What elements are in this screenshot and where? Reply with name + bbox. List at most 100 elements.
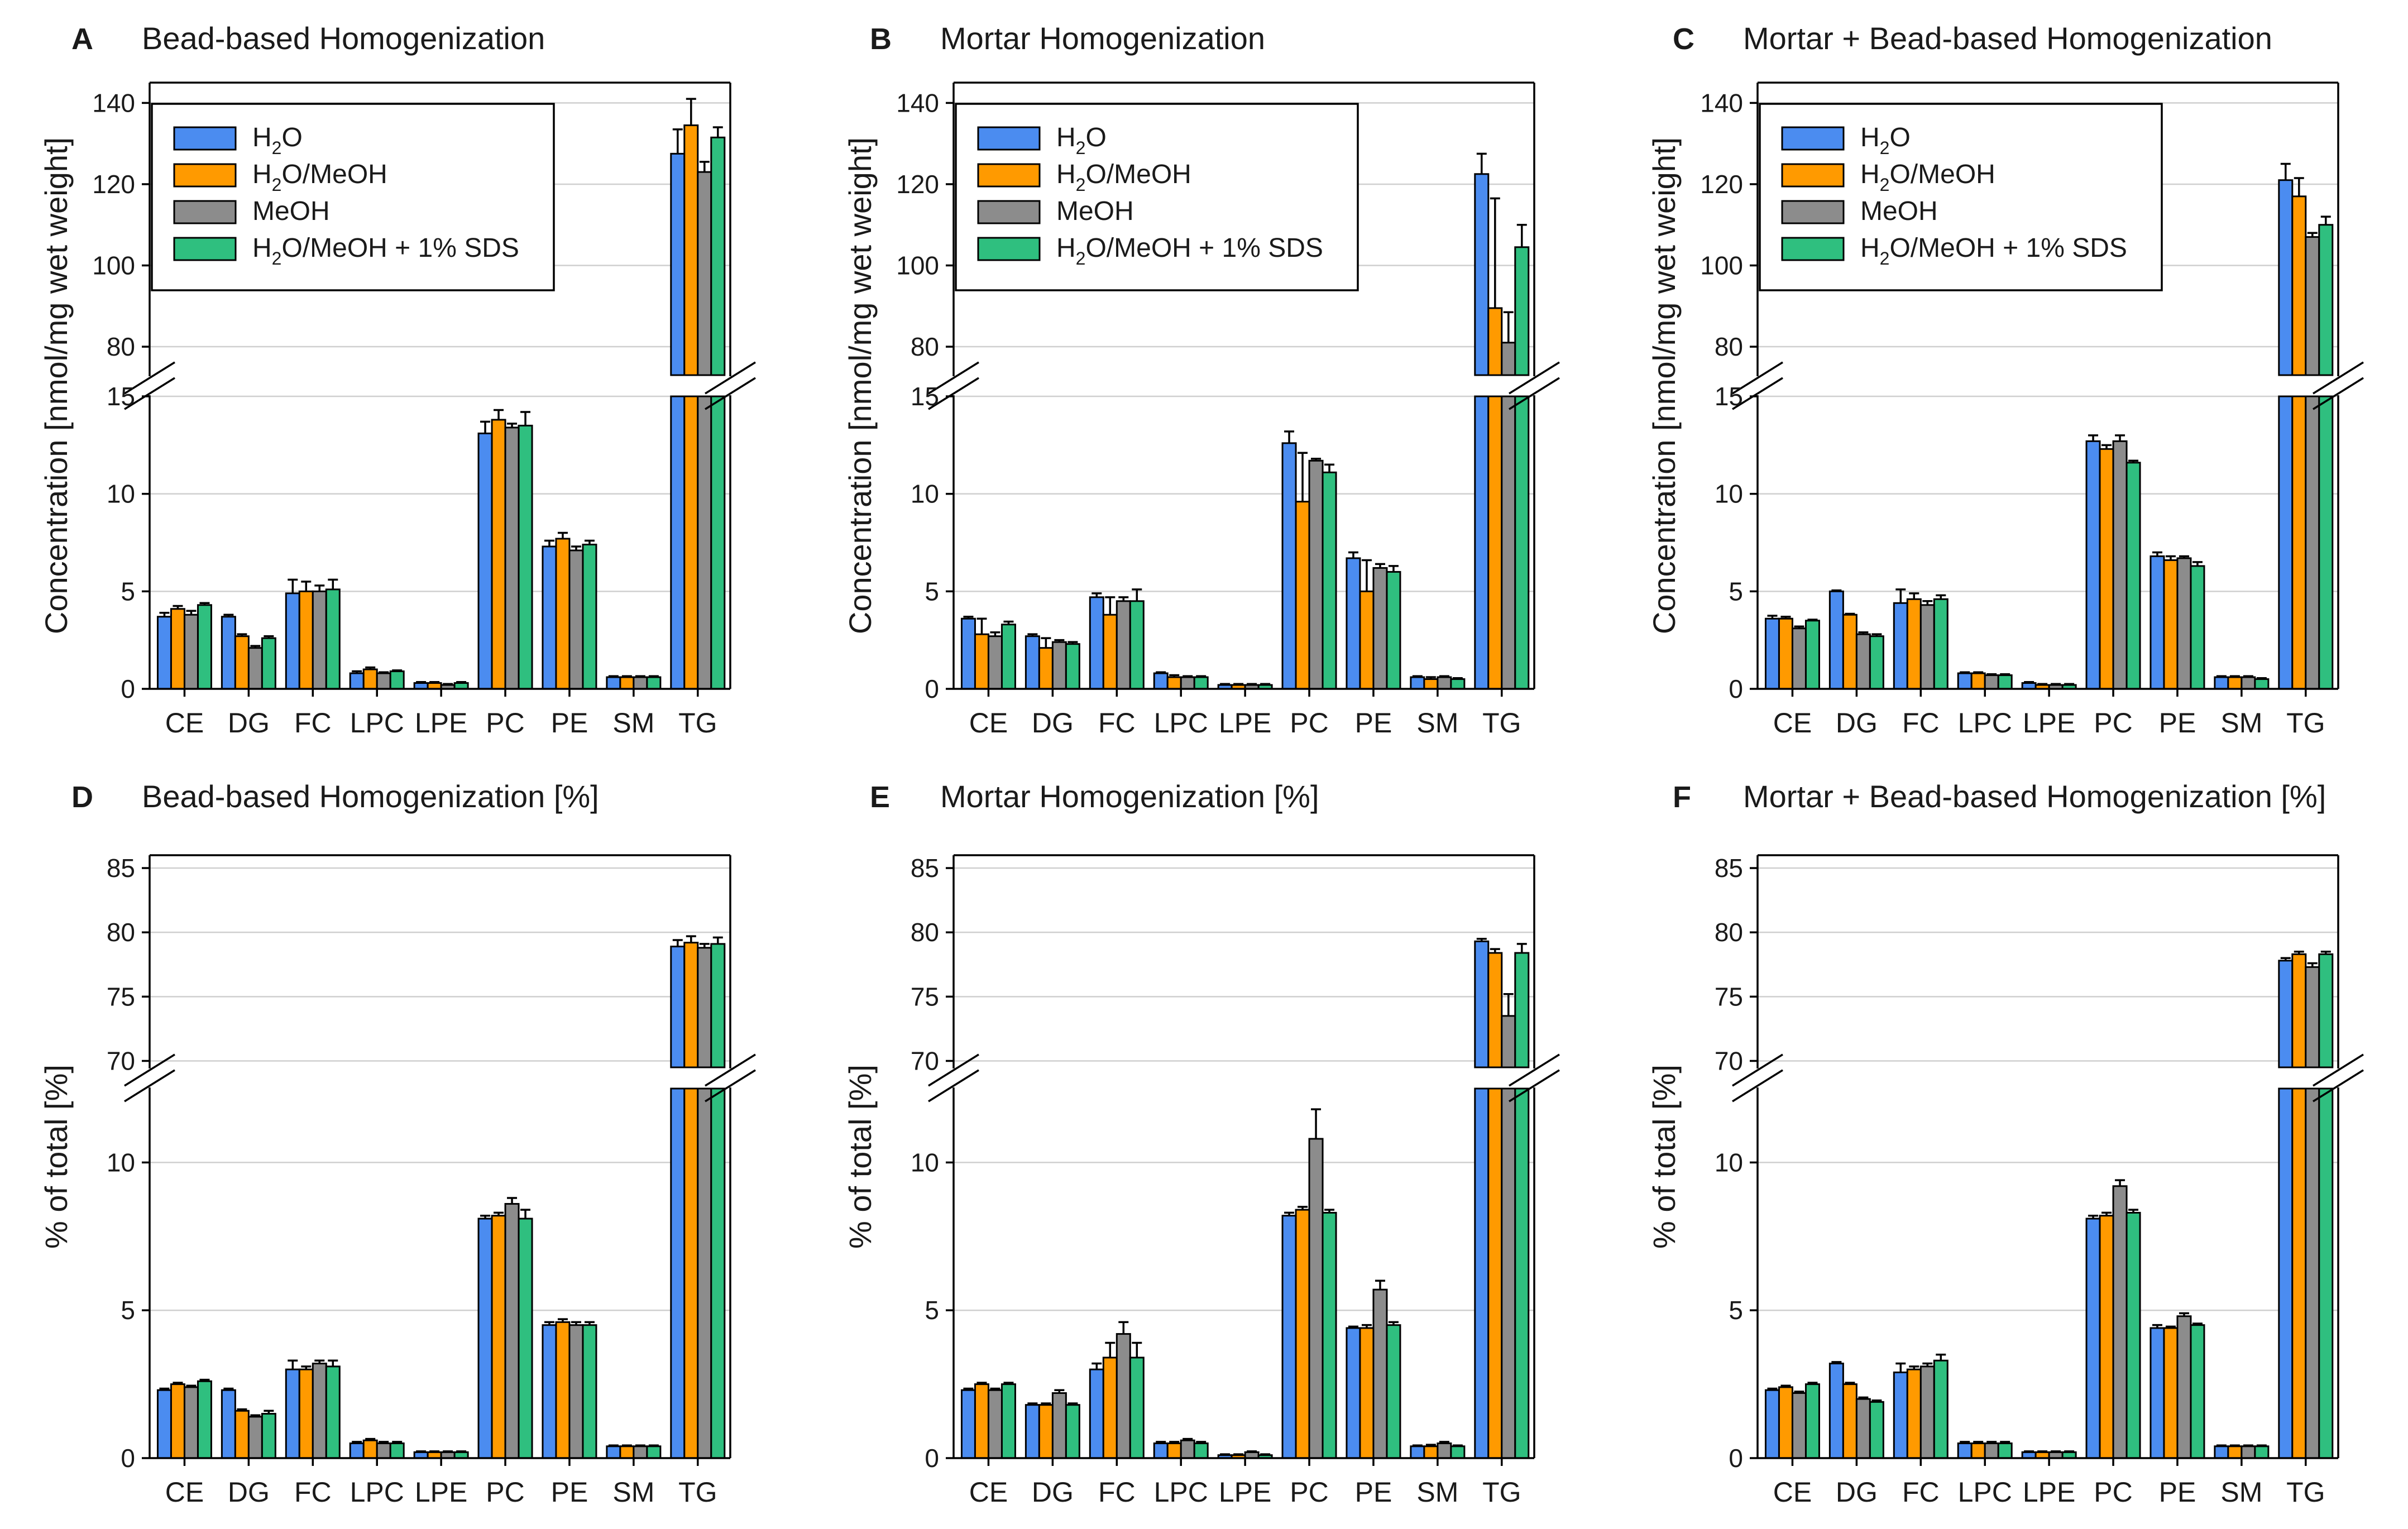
- y-tick-label: 0: [1729, 674, 1743, 703]
- y-tick-label: 10: [107, 1148, 135, 1177]
- bar: [2227, 1445, 2243, 1459]
- panel-title: Mortar Homogenization: [940, 21, 1265, 56]
- y-axis-label: Concentration [nmol/mg wet weight]: [1646, 137, 1682, 634]
- y-tick-label: 15: [107, 382, 135, 411]
- bar: [1153, 1442, 1169, 1459]
- bar: [1804, 1383, 1820, 1459]
- x-tick-label: LPE: [415, 707, 468, 739]
- axis-break-mark: [2313, 1053, 2364, 1087]
- x-tick-label: DG: [228, 1477, 270, 1508]
- bar: [1514, 395, 1530, 690]
- legend-label: H2O/MeOH + 1% SDS: [1056, 233, 1323, 269]
- x-tick-label: DG: [1836, 707, 1878, 739]
- bar: [261, 1413, 276, 1459]
- axis-break-mark: [1732, 361, 1783, 395]
- x-tick-label: SM: [2220, 707, 2262, 739]
- x-tick-label: TG: [678, 1477, 717, 1508]
- panel-letter: E: [870, 780, 890, 814]
- legend-label: MeOH: [252, 196, 330, 226]
- bar: [1410, 676, 1425, 690]
- x-tick-label: PE: [1355, 1477, 1392, 1508]
- bar: [1778, 1386, 1793, 1459]
- bar: [1514, 246, 1530, 376]
- bar: [389, 1442, 405, 1459]
- bar: [197, 1380, 212, 1459]
- axis-break-mark: [1509, 361, 1560, 395]
- bar: [1514, 1087, 1530, 1459]
- axis-break-gap: [951, 376, 956, 395]
- bar: [633, 1445, 648, 1459]
- x-tick-label: TG: [678, 707, 717, 739]
- bar: [312, 590, 327, 690]
- bar: [2318, 395, 2334, 690]
- bar: [1308, 1138, 1324, 1459]
- bar: [1984, 674, 1999, 690]
- x-tick-label: DG: [228, 707, 270, 739]
- bar: [234, 1410, 250, 1459]
- bar: [1346, 557, 1361, 690]
- legend-swatch: [977, 200, 1041, 224]
- bar: [1346, 1327, 1361, 1459]
- bar: [376, 1442, 391, 1459]
- y-tick-label: 0: [1729, 1444, 1743, 1473]
- panel-letter: A: [71, 22, 93, 56]
- bar: [1970, 1442, 1986, 1459]
- bar: [362, 1439, 378, 1459]
- bar: [183, 613, 199, 690]
- bar: [1051, 641, 1067, 690]
- x-tick-label: PE: [2159, 707, 2196, 739]
- y-tick-label: 5: [925, 577, 939, 606]
- axis-break-mark: [928, 1053, 979, 1087]
- axis-break-gap: [728, 1068, 733, 1087]
- bar: [2241, 676, 2256, 690]
- legend-swatch: [173, 163, 237, 188]
- bar: [1116, 1333, 1131, 1459]
- y-axis-label: % of total [%]: [39, 1065, 74, 1249]
- axis-break-mark: [1732, 1069, 1783, 1103]
- bar: [697, 171, 712, 376]
- bar: [670, 395, 686, 690]
- x-tick-label: LPE: [415, 1477, 468, 1508]
- bar: [2125, 462, 2141, 690]
- bar: [376, 672, 391, 690]
- bar: [1869, 635, 1884, 690]
- y-tick-label: 80: [1715, 918, 1743, 947]
- x-tick-label: CE: [969, 1477, 1008, 1508]
- bar: [1153, 672, 1169, 690]
- bar: [298, 1368, 314, 1459]
- bar: [1855, 633, 1871, 690]
- bar: [987, 635, 1003, 690]
- bar: [710, 136, 726, 376]
- bar: [1372, 1288, 1388, 1459]
- bar: [1051, 1392, 1067, 1459]
- bar: [646, 1445, 662, 1459]
- x-tick-label: LPE: [1219, 1477, 1272, 1508]
- bar: [1295, 501, 1310, 690]
- bar: [1193, 676, 1209, 690]
- bar: [1957, 1442, 1973, 1459]
- bar: [2318, 953, 2334, 1068]
- bar: [504, 1203, 520, 1459]
- bar: [542, 545, 557, 690]
- x-tick-label: CE: [969, 707, 1008, 739]
- bar: [325, 588, 341, 690]
- x-tick-label: SM: [612, 1477, 654, 1508]
- bar: [247, 1416, 263, 1459]
- bar: [1000, 1383, 1016, 1459]
- legend-swatch: [1781, 163, 1845, 188]
- x-tick-label: DG: [1032, 707, 1074, 739]
- y-tick-label: 70: [911, 1046, 939, 1075]
- x-tick-label: FC: [294, 1477, 332, 1508]
- bar: [670, 152, 686, 376]
- y-tick-label: 80: [1715, 332, 1743, 361]
- y-tick-label: 0: [925, 1444, 939, 1473]
- bar: [518, 424, 533, 690]
- y-tick-label: 5: [925, 1296, 939, 1325]
- bar: [1410, 1445, 1425, 1459]
- bar: [2176, 1315, 2192, 1459]
- bar: [2254, 1445, 2270, 1459]
- bar: [1501, 1087, 1516, 1459]
- bar: [683, 942, 699, 1068]
- y-tick-label: 85: [107, 854, 135, 883]
- bar: [298, 590, 314, 690]
